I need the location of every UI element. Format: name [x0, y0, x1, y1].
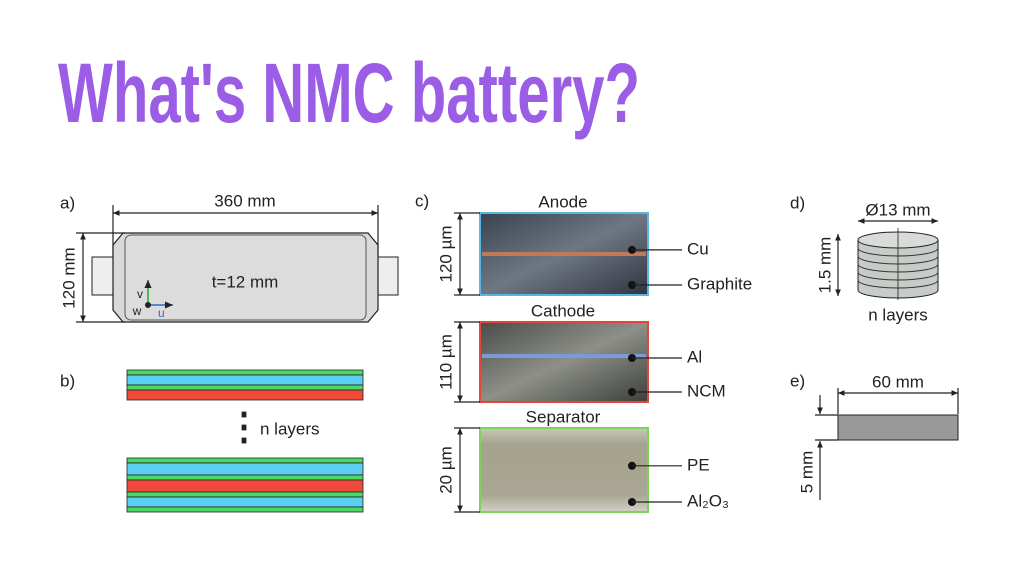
dimension: 5 mm: [797, 451, 816, 494]
dimension: 20 µm: [436, 446, 455, 494]
title: What's NMC battery?: [58, 46, 640, 140]
panel-c: Anode 120 µm Cu Graphite Cathode 110 µm Al NCM S…: [436, 192, 752, 513]
panel-d: d) Ø13 mm 1.5 mm n layers: [790, 193, 939, 324]
micrograph: [479, 321, 649, 403]
panel-label: b): [60, 371, 75, 390]
callout-label: Graphite: [687, 274, 752, 293]
layers-label: n layers: [868, 305, 928, 324]
dimension: Ø13 mm: [865, 200, 930, 219]
axis-label: w: [132, 304, 142, 318]
callout-label: Al: [687, 347, 702, 366]
dimension: 110 µm: [436, 334, 455, 390]
axis-label: v: [137, 287, 143, 301]
dimension: 60 mm: [872, 372, 924, 391]
foil: [482, 354, 646, 358]
panel-a: a) 360 mm 120 mm t=12 mm v u w: [59, 191, 399, 323]
panel-label: a): [60, 193, 75, 212]
panel-label: e): [790, 371, 805, 390]
dimension: 1.5 mm: [815, 237, 834, 294]
callout-label: NCM: [687, 381, 726, 400]
section-title: Cathode: [531, 301, 595, 320]
section-title: Separator: [526, 407, 601, 426]
layers-label: n layers: [260, 419, 320, 438]
foil: [482, 252, 646, 256]
panel-label: d): [790, 193, 805, 212]
callout-label: Al₂O₃: [687, 491, 729, 510]
micrograph: [479, 427, 649, 513]
thickness: t=12 mm: [212, 272, 279, 291]
dimension: 120 µm: [436, 225, 455, 282]
axis-label: u: [158, 306, 165, 320]
callout-label: Cu: [687, 239, 709, 258]
panel-e: e) 60 mm 5 mm: [790, 371, 959, 500]
panel-b: b) n layers: [60, 369, 364, 513]
callout-label: PE: [687, 455, 710, 474]
dimension: 120 mm: [59, 247, 78, 308]
section-title: Anode: [538, 192, 587, 211]
panel-label: c): [415, 191, 429, 210]
dimension: 360 mm: [214, 191, 275, 210]
